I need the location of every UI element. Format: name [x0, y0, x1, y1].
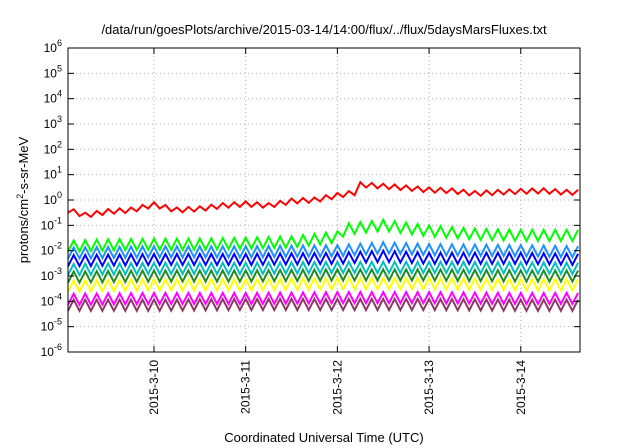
y-tick-base: 10	[44, 117, 58, 131]
y-tick-label: 104	[44, 89, 62, 106]
series-line	[67, 259, 579, 278]
x-tick-label: 2015-3-11	[239, 360, 253, 414]
y-tick-exp: 3	[57, 114, 62, 124]
y-tick-base: 10	[41, 269, 55, 283]
y-tick-base: 10	[41, 345, 55, 359]
y-axis-label-rest: -s-sr-MeV	[16, 136, 31, 193]
y-tick-base: 10	[44, 142, 58, 156]
series-line	[67, 248, 579, 269]
y-tick-label: 10-4	[41, 291, 62, 308]
y-tick-label: 105	[44, 63, 62, 80]
y-tick-exp: 6	[57, 38, 62, 48]
y-tick-exp: 4	[57, 89, 62, 99]
y-tick-base: 10	[41, 320, 55, 334]
x-tick-label: 2015-3-12	[330, 360, 344, 415]
y-tick-label: 102	[44, 139, 62, 156]
series-line	[67, 217, 579, 254]
y-tick-label: 10-3	[41, 266, 62, 283]
y-tick-label: 10-5	[41, 317, 62, 334]
y-tick-exp: -6	[54, 342, 62, 352]
series-line	[67, 267, 579, 285]
y-tick-exp: -1	[54, 215, 62, 225]
y-tick-label: 100	[44, 190, 62, 207]
y-tick-label: 103	[44, 114, 62, 131]
x-axis-label: Coordinated Universal Time (UTC)	[224, 430, 423, 445]
series-group	[67, 180, 579, 313]
x-axis: 2015-3-10 2015-3-11 2015-3-12 2015-3-13 2015…	[147, 48, 528, 415]
y-axis: 10-610-510-410-310-210-11001011021031041…	[41, 38, 580, 359]
y-tick-exp: 0	[57, 190, 62, 200]
y-tick-exp: -3	[54, 266, 62, 276]
series-line	[67, 296, 579, 313]
y-tick-base: 10	[44, 41, 58, 55]
y-tick-base: 10	[44, 193, 58, 207]
y-axis-label-main: protons/cm	[16, 199, 31, 263]
series-line	[67, 180, 579, 219]
y-tick-exp: -2	[54, 241, 62, 251]
y-tick-label: 10-6	[41, 342, 62, 359]
x-tick-label: 2015-3-14	[514, 360, 528, 415]
x-tick-label: 2015-3-13	[422, 360, 436, 415]
y-tick-label: 10-2	[41, 241, 62, 258]
series-line	[67, 289, 579, 307]
y-tick-exp: 5	[57, 63, 62, 73]
y-tick-label: 101	[44, 165, 62, 182]
y-tick-exp: 2	[57, 139, 62, 149]
y-tick-base: 10	[41, 244, 55, 258]
y-tick-base: 10	[44, 66, 58, 80]
y-tick-label: 106	[44, 38, 62, 55]
y-tick-exp: -5	[54, 317, 62, 327]
y-tick-base: 10	[44, 168, 58, 182]
chart-title: /data/run/goesPlots/archive/2015-03-14/1…	[101, 22, 547, 37]
series-line	[67, 239, 579, 261]
y-tick-exp: 1	[57, 165, 62, 175]
y-tick-label: 10-1	[41, 215, 62, 232]
grid	[68, 48, 580, 352]
y-tick-exp: -4	[54, 291, 62, 301]
y-tick-base: 10	[41, 294, 55, 308]
y-tick-base: 10	[41, 218, 55, 232]
y-tick-base: 10	[44, 92, 58, 106]
y-axis-label-sup: 2	[15, 194, 25, 199]
series-line	[67, 275, 579, 294]
x-tick-label: 2015-3-10	[147, 360, 161, 415]
y-axis-label: protons/cm2-s-sr-MeV	[15, 136, 31, 263]
